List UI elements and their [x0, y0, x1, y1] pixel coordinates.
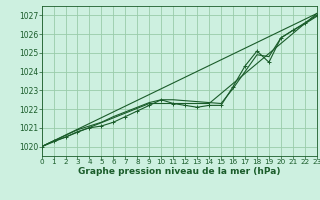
- X-axis label: Graphe pression niveau de la mer (hPa): Graphe pression niveau de la mer (hPa): [78, 167, 280, 176]
